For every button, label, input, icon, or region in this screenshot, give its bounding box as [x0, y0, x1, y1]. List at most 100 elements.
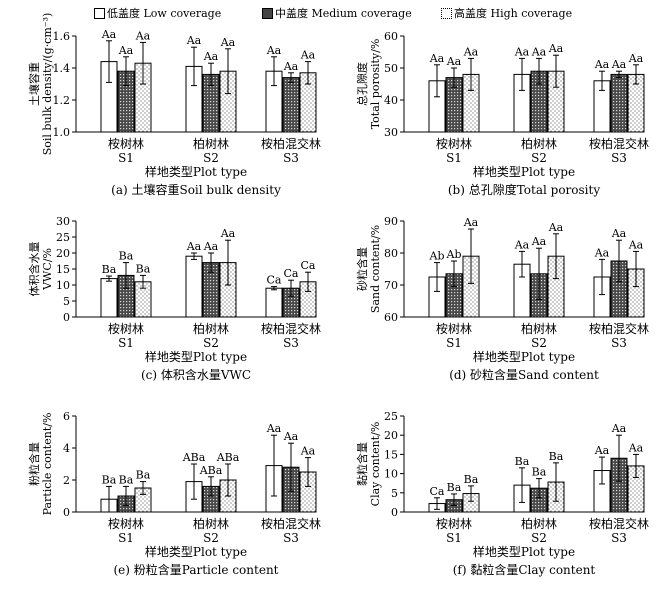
- y-tick-label: 70: [384, 279, 398, 292]
- category-label-cn: 桉柏混交林: [261, 136, 321, 151]
- significance-label: Ba: [136, 262, 151, 275]
- y-tick-label: 15: [56, 263, 70, 276]
- bar-medium-S3: [282, 77, 300, 133]
- y-tick-label: 10: [56, 279, 70, 292]
- y-tick-label: 0: [63, 506, 70, 519]
- significance-label: Ba: [119, 473, 134, 486]
- chart-soil-bulk-density: 1.0 1.2 1.4 1.6 土壤容重 Soil bulk density/(g·cm⁻…: [27, 13, 321, 197]
- significance-label: Aa: [203, 240, 219, 253]
- significance-label: Ba: [136, 469, 151, 482]
- y-tick-label: 5: [391, 487, 398, 500]
- significance-label: Ba: [515, 455, 530, 468]
- legend-swatch-low: [94, 7, 105, 19]
- legend-swatch-high: [441, 7, 452, 19]
- y-tick-label: 2: [63, 474, 70, 487]
- significance-label: Aa: [628, 441, 644, 454]
- legend-label-medium: 中盖度 Medium coverage: [275, 7, 412, 20]
- chart-title: (c) 体积含水量VWC: [141, 367, 251, 382]
- category-label-code: S3: [611, 336, 627, 350]
- significance-label: Aa: [611, 422, 627, 435]
- significance-label: Aa: [283, 430, 299, 443]
- significance-label: Aa: [611, 58, 627, 71]
- chart-title: (b) 总孔隙度Total porosity: [448, 182, 600, 197]
- y-tick-label: 25: [56, 231, 70, 244]
- significance-label: Ba: [119, 250, 134, 263]
- significance-label: Ca: [284, 267, 299, 280]
- category-label-cn: 桉树林: [108, 516, 144, 531]
- x-axis-label: 样地类型Plot type: [145, 164, 247, 179]
- significance-label: Aa: [429, 52, 445, 65]
- significance-label: Ab: [446, 248, 462, 261]
- category-label-code: S3: [283, 151, 299, 165]
- significance-label: Ba: [532, 466, 547, 479]
- category-label-code: S2: [203, 336, 219, 350]
- category-label-cn: 桉柏混交林: [261, 516, 321, 531]
- significance-label: Aa: [101, 28, 117, 41]
- y-tick-label: 1.0: [53, 126, 71, 139]
- significance-label: Aa: [463, 216, 479, 229]
- y-tick-label: 30: [384, 126, 398, 139]
- significance-label: Ca: [301, 259, 316, 272]
- category-label-cn: 桉柏混交林: [589, 321, 649, 336]
- y-tick-label: 15: [384, 448, 398, 461]
- y-tick-label: 5: [63, 295, 70, 308]
- y-axis-label-cn: 总孔隙度: [355, 62, 369, 106]
- category-label-cn: 柏树林: [521, 136, 557, 151]
- significance-label: Aa: [135, 29, 151, 42]
- chart-title: (a) 土壤容重Soil bulk density: [111, 182, 281, 197]
- bar-low-S3: [265, 287, 283, 318]
- category-label-cn: 桉树林: [108, 321, 144, 336]
- y-tick-label: 0: [391, 506, 398, 519]
- y-tick-label: 30: [56, 215, 70, 228]
- significance-label: Aa: [300, 49, 316, 62]
- category-label-code: S2: [203, 531, 219, 545]
- category-label-cn: 桉树林: [108, 136, 144, 151]
- legend: 低盖度 Low coverage 中盖度 Medium coverage 高盖度…: [0, 0, 656, 22]
- legend-label-low: 低盖度 Low coverage: [107, 7, 222, 20]
- x-axis-label: 样地类型Plot type: [473, 349, 575, 364]
- category-label-code: S2: [531, 151, 547, 165]
- significance-label: Aa: [514, 238, 530, 251]
- y-tick-label: 20: [384, 429, 398, 442]
- significance-label: Aa: [548, 42, 564, 55]
- category-label-code: S1: [446, 531, 462, 545]
- bar-low-S1: [100, 278, 118, 318]
- chart-title: (d) 砂粒含量Sand content: [449, 367, 599, 382]
- category-label-code: S3: [611, 531, 627, 545]
- chart-title: (f) 黏粒含量Clay content: [453, 562, 596, 577]
- significance-label: Aa: [266, 422, 282, 435]
- significance-label: Aa: [594, 246, 610, 259]
- y-axis-label-en: Total porosity/%: [369, 39, 382, 130]
- x-axis-label: 样地类型Plot type: [473, 544, 575, 559]
- category-label-code: S1: [446, 336, 462, 350]
- category-label-code: S1: [118, 531, 134, 545]
- category-label-code: S2: [531, 531, 547, 545]
- significance-label: ABa: [199, 464, 223, 477]
- significance-label: ABa: [216, 451, 240, 464]
- significance-label: Aa: [186, 240, 202, 253]
- y-axis-label-cn: 土壤容重: [27, 62, 41, 106]
- category-label-code: S1: [118, 151, 134, 165]
- y-tick-label: 90: [384, 215, 398, 228]
- significance-label: ABa: [182, 451, 206, 464]
- category-label-code: S3: [283, 336, 299, 350]
- y-tick-label: 1.2: [53, 94, 71, 107]
- category-label-cn: 柏树林: [193, 321, 229, 336]
- y-tick-label: 4: [63, 442, 70, 455]
- y-tick-label: 1.6: [53, 30, 71, 43]
- category-label-cn: 柏树林: [521, 516, 557, 531]
- category-label-cn: 柏树林: [193, 516, 229, 531]
- y-tick-label: 60: [384, 311, 398, 324]
- significance-label: Ca: [267, 274, 282, 287]
- y-tick-label: 50: [384, 62, 398, 75]
- category-label-cn: 柏树林: [193, 136, 229, 151]
- y-tick-label: 0: [63, 311, 70, 324]
- legend-swatch-medium: [262, 7, 273, 19]
- significance-label: Aa: [628, 52, 644, 65]
- significance-label: Aa: [266, 44, 282, 57]
- x-axis-label: 样地类型Plot type: [145, 349, 247, 364]
- category-label-cn: 桉柏混交林: [589, 136, 649, 151]
- significance-label: Aa: [611, 227, 627, 240]
